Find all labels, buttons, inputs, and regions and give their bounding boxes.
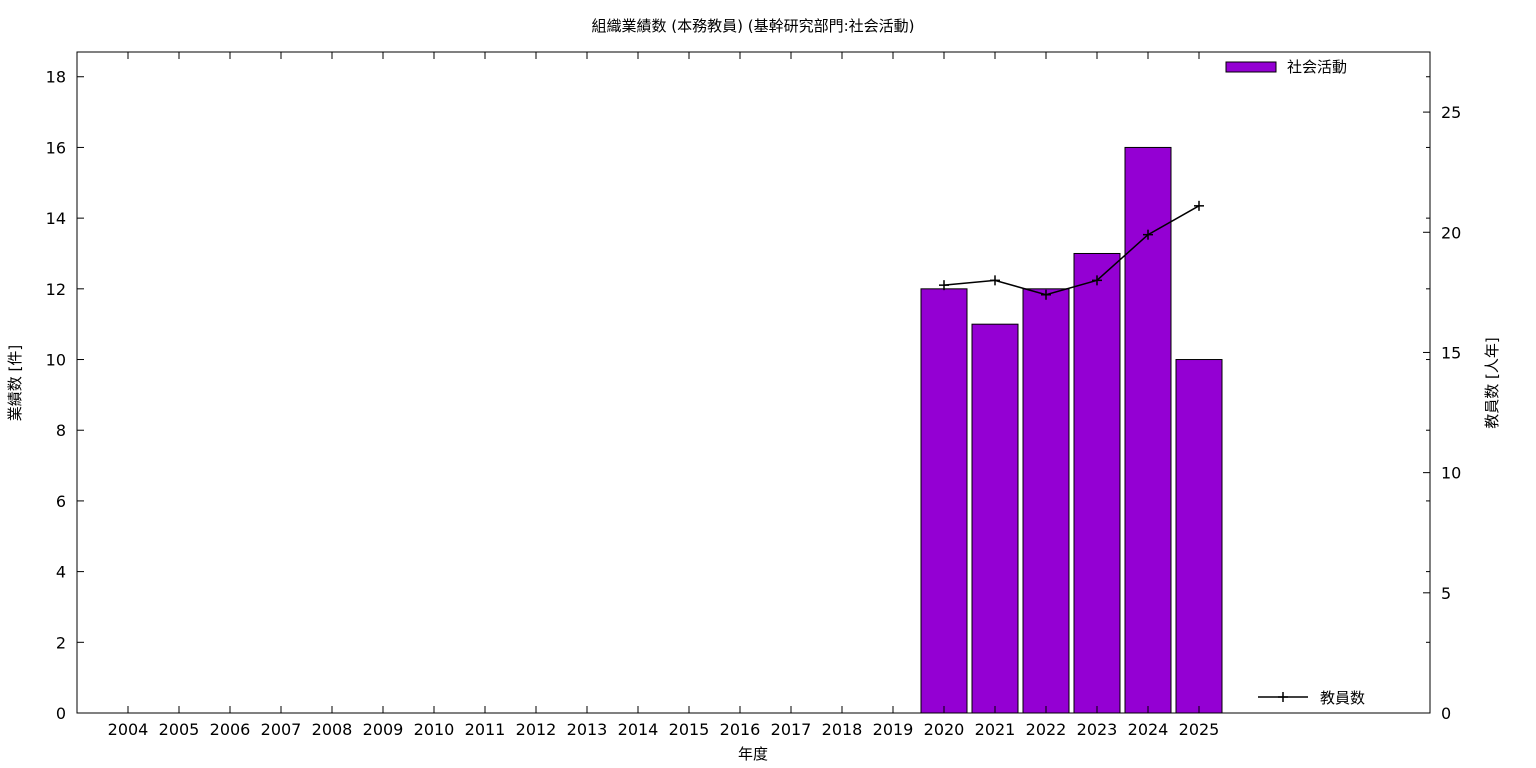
y-tick-label: 14 — [46, 209, 66, 228]
y-tick-label: 6 — [56, 492, 66, 511]
left-axis: 0 2 4 6 8 10 12 14 16 18 — [46, 68, 1430, 723]
x-axis: 2004 2005 2006 2007 2008 2009 2010 2011 2012 2013… — [108, 52, 1220, 739]
x-tick-label: 2025 — [1179, 720, 1220, 739]
bar-2021 — [971, 323, 1019, 714]
legend-line-label: 教員数 — [1320, 689, 1365, 707]
x-tick-label: 2021 — [975, 720, 1016, 739]
bar-2024 — [1124, 146, 1172, 714]
x-tick-label: 2023 — [1077, 720, 1118, 739]
right-axis: 0 5 10 15 20 25 — [1423, 103, 1461, 723]
y2-tick-label: 15 — [1441, 343, 1461, 362]
x-tick-label: 2020 — [924, 720, 965, 739]
x-tick-label: 2007 — [261, 720, 302, 739]
x-tick-label: 2024 — [1128, 720, 1169, 739]
y-tick-label: 2 — [56, 633, 66, 652]
y-tick-label: 4 — [56, 563, 66, 582]
point-2022 — [1041, 289, 1051, 300]
legend-bar-swatch — [1225, 61, 1277, 73]
y-tick-label: 0 — [56, 704, 66, 723]
x-tick-label: 2014 — [618, 720, 659, 739]
line-layer — [939, 200, 1204, 300]
x-tick-label: 2012 — [516, 720, 557, 739]
x-tick-label: 2017 — [771, 720, 812, 739]
x-tick-label: 2022 — [1026, 720, 1067, 739]
bar-2022 — [1022, 288, 1070, 714]
x-tick-label: 2015 — [669, 720, 710, 739]
point-2021 — [990, 275, 1000, 286]
point-2020 — [939, 280, 949, 291]
x-tick-label: 2016 — [720, 720, 761, 739]
bar-2023 — [1073, 252, 1121, 714]
x-tick-label: 2005 — [159, 720, 200, 739]
teacher-count-line — [943, 205, 1200, 296]
x-tick-label: 2013 — [567, 720, 608, 739]
bar-2025 — [1175, 359, 1223, 714]
y-tick-label: 16 — [46, 138, 66, 157]
y-tick-label: 8 — [56, 421, 66, 440]
y-tick-label: 10 — [46, 351, 66, 370]
plot-frame — [76, 51, 1431, 714]
y-tick-label: 12 — [46, 280, 66, 299]
x-tick-label: 2011 — [465, 720, 506, 739]
y2-tick-label: 20 — [1441, 223, 1461, 242]
y2-axis-label: 教員数 [人年] — [1483, 337, 1501, 428]
x-tick-label: 2019 — [873, 720, 914, 739]
y2-tick-label: 10 — [1441, 464, 1461, 483]
point-2025 — [1194, 200, 1204, 211]
y-axis-label: 業績数 [件] — [6, 345, 24, 421]
y2-tick-label: 5 — [1441, 584, 1451, 603]
x-tick-label: 2004 — [108, 720, 149, 739]
legend-bar-label: 社会活動 — [1287, 58, 1347, 76]
x-tick-label: 2018 — [822, 720, 863, 739]
bar-2020 — [920, 288, 968, 714]
x-tick-label: 2008 — [312, 720, 353, 739]
bars-layer — [920, 146, 1223, 714]
y-tick-label: 18 — [46, 68, 66, 87]
x-tick-label: 2006 — [210, 720, 251, 739]
y2-tick-label: 0 — [1441, 704, 1451, 723]
x-axis-label: 年度 — [738, 745, 768, 763]
x-tick-label: 2009 — [363, 720, 404, 739]
x-tick-label: 2010 — [414, 720, 455, 739]
point-2024 — [1143, 229, 1153, 240]
chart-title: 組織業績数 (本務教員) (基幹研究部門:社会活動) — [591, 17, 914, 35]
legend-line: 教員数 — [1258, 689, 1365, 707]
point-2023 — [1092, 275, 1102, 286]
y2-tick-label: 25 — [1441, 103, 1461, 122]
legend-bar: 社会活動 — [1225, 58, 1347, 76]
